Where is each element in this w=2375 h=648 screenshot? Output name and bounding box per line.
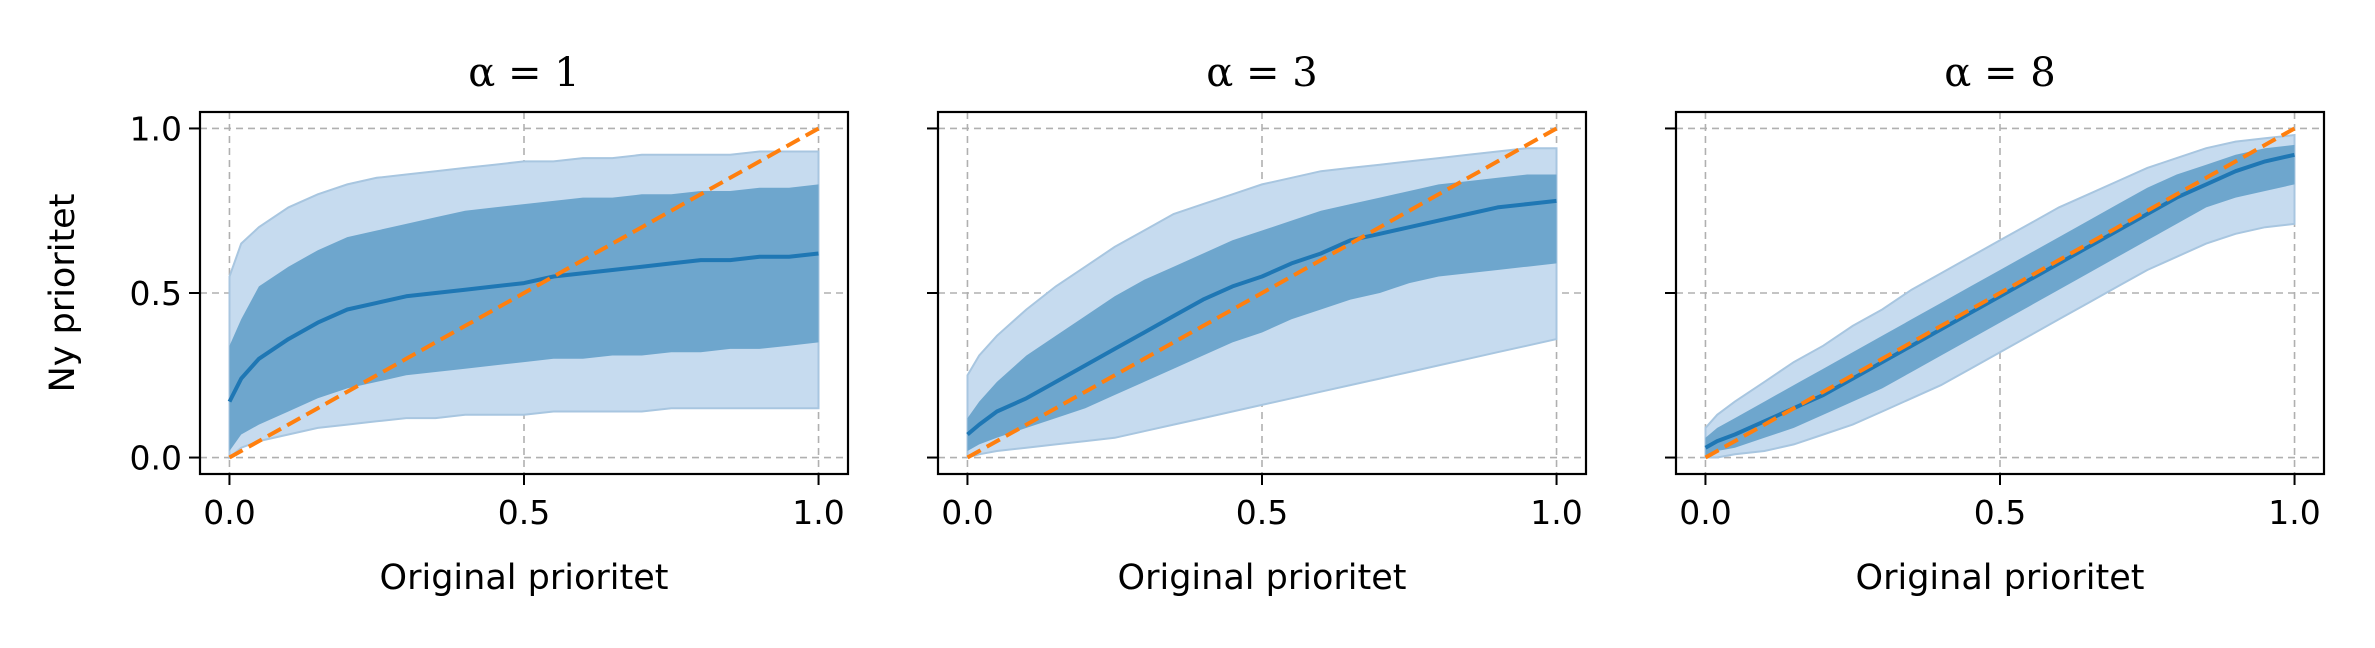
panel-3: 0.0 0.5 1.0 Original prioritet α = 8: [1665, 50, 2326, 598]
panel-title: α = 3: [1206, 50, 1317, 96]
y-tick-label-0: 0.0: [130, 439, 182, 478]
panel-title: α = 8: [1944, 50, 2055, 96]
x-tick-label-0: 0.0: [203, 493, 255, 532]
x-tick-label-1: 0.5: [1236, 493, 1288, 532]
y-axis-label: Ny prioritet: [43, 194, 83, 393]
plot-area: [1704, 126, 2296, 460]
panel-title: α = 1: [468, 50, 579, 96]
x-tick-label-2: 1.0: [2268, 493, 2320, 532]
median-line: [1704, 152, 2295, 450]
x-axis-label: Original prioritet: [1856, 558, 2145, 598]
identity-line: [1704, 126, 2296, 460]
median-line: [227, 251, 819, 403]
inner-band: [967, 174, 1557, 451]
median-line: [966, 198, 1557, 437]
inner-band: [1705, 144, 2295, 458]
identity-line: [228, 126, 820, 460]
panel-2: 0.0 0.5 1.0 Original prioritet α = 3: [927, 50, 1588, 598]
x-axis-label: Original prioritet: [380, 558, 669, 598]
inner-band: [229, 184, 819, 451]
x-tick-label-2: 1.0: [1530, 493, 1582, 532]
x-tick-label-0: 0.0: [941, 493, 993, 532]
identity-line: [966, 126, 1558, 460]
panel-1: 0.0 0.5 1.0 0.0 0.5 1.0 Original prioritet Ny p…: [43, 50, 850, 598]
plot-area: [966, 126, 1558, 460]
x-tick-label-1: 0.5: [1974, 493, 2026, 532]
plot-area: [227, 126, 820, 460]
x-tick-label-1: 0.5: [498, 493, 550, 532]
x-tick-label-0: 0.0: [1679, 493, 1731, 532]
y-tick-label-1: 0.5: [130, 274, 182, 313]
x-tick-label-2: 1.0: [792, 493, 844, 532]
x-axis-label: Original prioritet: [1118, 558, 1407, 598]
y-tick-label-2: 1.0: [130, 109, 182, 148]
